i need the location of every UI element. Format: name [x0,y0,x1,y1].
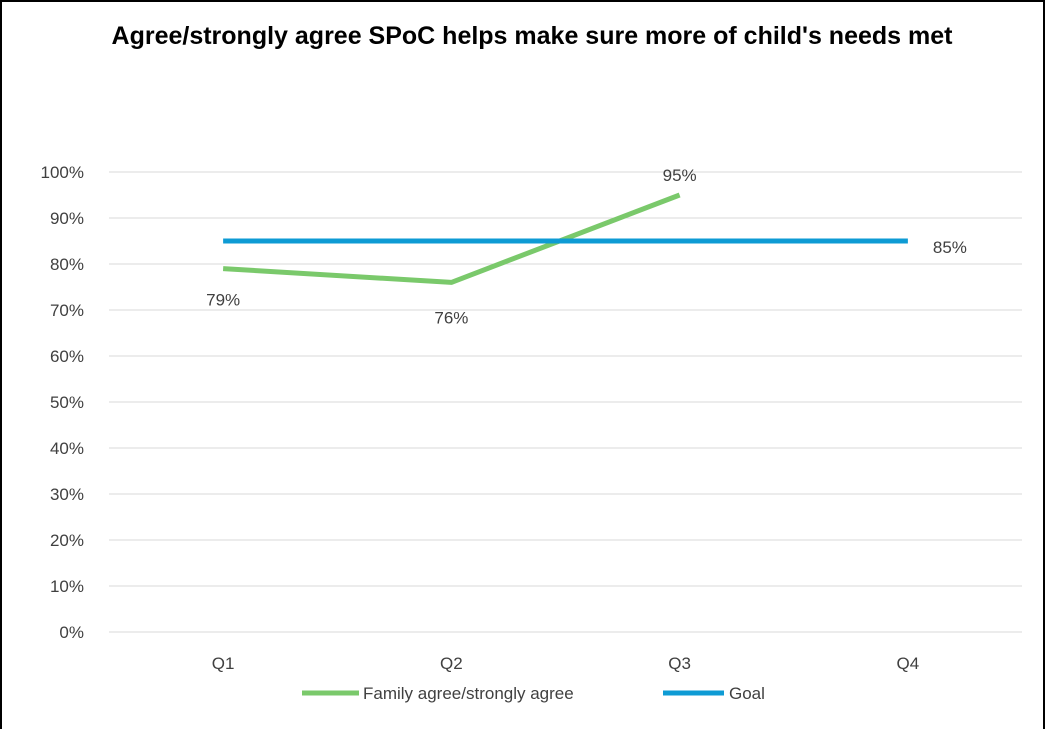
data-labels: 79% 76% 95% 85% [206,166,967,327]
y-tick-label: 20% [50,531,84,550]
x-tick-label: Q3 [668,654,691,673]
legend: Family agree/strongly agree Goal [302,684,765,703]
data-label: 85% [933,238,967,257]
y-tick-label: 30% [50,485,84,504]
x-tick-label: Q1 [212,654,235,673]
legend-label: Goal [729,684,765,703]
y-tick-label: 100% [41,163,84,182]
y-tick-label: 90% [50,209,84,228]
x-axis-ticks: Q1 Q2 Q3 Q4 [212,654,919,673]
y-tick-label: 80% [50,255,84,274]
data-label: 95% [663,166,697,185]
y-tick-label: 60% [50,347,84,366]
x-tick-label: Q4 [897,654,920,673]
y-tick-label: 50% [50,393,84,412]
data-label: 79% [206,291,240,310]
y-axis-ticks: 0% 10% 20% 30% 40% 50% 60% 70% 80% 90% 100% [41,163,84,642]
y-tick-label: 10% [50,577,84,596]
data-label: 76% [434,308,468,327]
y-tick-label: 40% [50,439,84,458]
series-lines [223,195,908,283]
y-tick-label: 70% [50,301,84,320]
y-tick-label: 0% [59,623,84,642]
legend-label: Family agree/strongly agree [363,684,574,703]
x-tick-label: Q2 [440,654,463,673]
